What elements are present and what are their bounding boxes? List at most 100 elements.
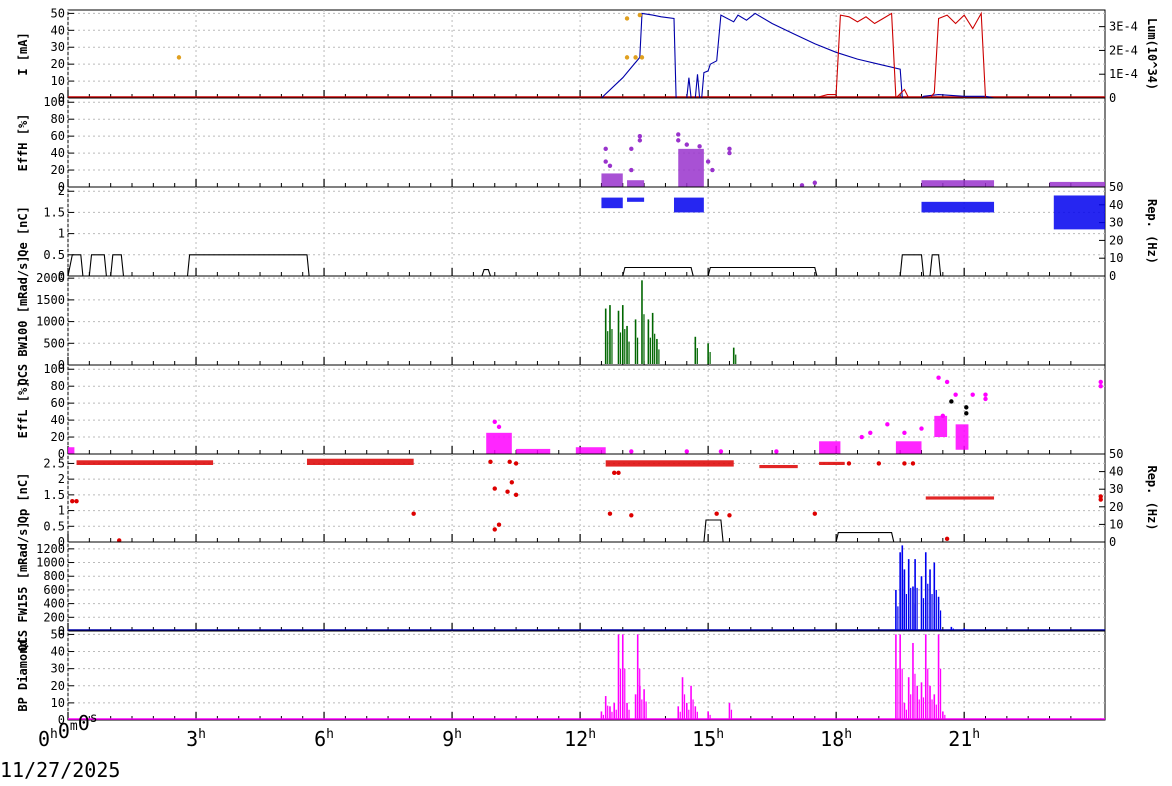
data-point (1098, 494, 1103, 499)
data-point (718, 449, 724, 454)
panel-data (68, 11, 1105, 98)
x-tick-label: 21h (948, 727, 980, 751)
data-point (940, 413, 946, 419)
right-axis-label: Rep. (Hz) (1145, 199, 1159, 264)
data-point (1098, 379, 1103, 385)
data-point (902, 430, 907, 436)
y-axis-label: I [mA] (16, 32, 30, 75)
data-point (513, 492, 519, 498)
y-tick-label: 2 (58, 184, 65, 198)
data-point (714, 511, 719, 516)
data-point (496, 424, 502, 430)
data-point (492, 419, 497, 424)
panel-data (68, 458, 1105, 542)
y-tick-label: 50 (51, 627, 65, 641)
y-tick-label: 50 (51, 6, 65, 20)
y-tick-label: 800 (43, 569, 65, 583)
data-band (921, 180, 995, 187)
y-tick-label: 1500 (36, 293, 65, 307)
data-point (505, 489, 510, 494)
data-point (612, 470, 617, 476)
data-band (627, 180, 645, 187)
panel-qe: 0 0.5 1 1.5 2 Qe [nC] 0 10 20 30 40 50 Rep. (Hz) (16, 180, 1159, 283)
y-tick-label: 100 (43, 95, 65, 109)
y-tick-label: 20 (51, 163, 65, 177)
y-tick-label: 80 (51, 379, 65, 393)
data-point (624, 55, 630, 60)
y-tick-label: 0 (58, 269, 65, 283)
data-point (1098, 383, 1103, 389)
panel-effl: 0 20 40 60 80 100 EffL [%] (16, 362, 1106, 461)
data-point (639, 55, 645, 60)
y-axis-label: EffL [%] (16, 381, 30, 439)
data-point (868, 430, 873, 436)
y-tick-label: 1 (58, 504, 65, 518)
data-point (629, 513, 634, 518)
panel-frame (67, 275, 1106, 366)
y-tick-label: 600 (43, 583, 65, 597)
data-point (949, 399, 954, 404)
right-tick-label: 10 (1109, 517, 1123, 531)
series-line (68, 254, 1105, 276)
y-tick-label: 20 (51, 679, 65, 693)
y-tick-label: 40 (51, 146, 65, 160)
data-point (983, 392, 988, 397)
y-tick-label: 60 (51, 129, 65, 143)
panel-frame (67, 630, 1106, 721)
y-axis-label: QCS BW100 [mRad/s] (16, 255, 30, 385)
y-tick-label: 2000 (36, 271, 65, 285)
x-tick-label: 9h (442, 727, 462, 751)
data-point (684, 449, 689, 454)
y-axis-label: BP Diamond (16, 639, 30, 711)
data-band (68, 447, 75, 454)
data-point (176, 55, 182, 60)
data-point (727, 513, 732, 518)
y-tick-label: 20 (51, 430, 65, 444)
y-tick-label: 0 (58, 180, 65, 194)
y-axis-label: EffH [%] (16, 114, 30, 172)
data-band (601, 197, 623, 209)
data-band (819, 461, 845, 465)
y-tick-label: 0 (58, 713, 65, 727)
data-point (944, 379, 950, 385)
data-point (970, 392, 975, 397)
data-point (507, 459, 512, 465)
panel-frame (67, 186, 1106, 277)
data-band (1053, 195, 1105, 230)
data-band (605, 460, 734, 467)
y-tick-label: 20 (51, 57, 65, 71)
data-band (895, 441, 922, 454)
y-tick-label: 0 (58, 91, 65, 105)
right-tick-label: 0 (1109, 91, 1116, 105)
panel-data (68, 375, 1103, 454)
data-point (603, 159, 608, 164)
y-tick-label: 1.5 (43, 488, 65, 502)
data-band (575, 447, 606, 454)
data-point (411, 511, 416, 516)
panel-frame (67, 9, 1106, 99)
data-point (616, 470, 621, 476)
data-point (964, 411, 969, 416)
panel-data (604, 280, 737, 364)
data-band (759, 465, 798, 469)
right-axis-label: Rep. (Hz) (1145, 465, 1159, 530)
data-point (629, 146, 634, 152)
data-point (629, 167, 634, 173)
data-point (953, 392, 958, 397)
data-point (496, 522, 502, 527)
data-point (492, 486, 497, 491)
right-tick-label: 3E-4 (1109, 20, 1138, 34)
y-tick-label: 2 (58, 472, 65, 486)
data-point (488, 459, 493, 465)
data-point (902, 461, 907, 466)
data-band (673, 197, 704, 213)
panel-data (601, 132, 1105, 187)
y-tick-label: 100 (43, 362, 65, 376)
right-tick-label: 0 (1109, 535, 1116, 549)
y-tick-label: 10 (51, 74, 65, 88)
y-tick-label: 1 (58, 227, 65, 241)
data-point (910, 461, 916, 466)
data-band (934, 415, 948, 438)
data-point (859, 434, 864, 440)
